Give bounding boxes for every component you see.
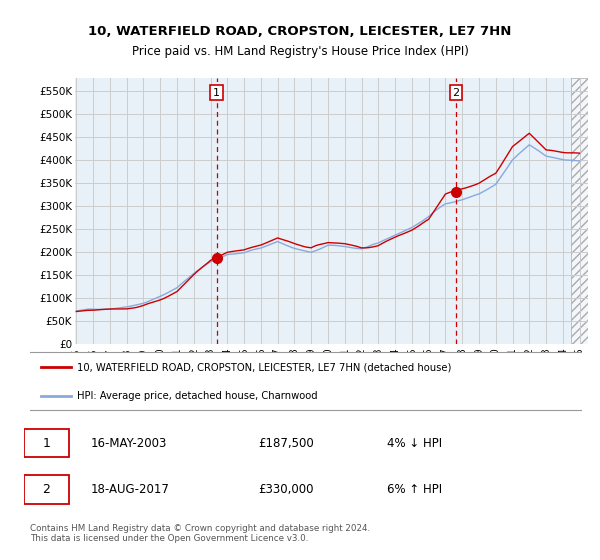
Text: 16-MAY-2003: 16-MAY-2003 [91,437,167,450]
Text: 10, WATERFIELD ROAD, CROPSTON, LEICESTER, LE7 7HN: 10, WATERFIELD ROAD, CROPSTON, LEICESTER… [88,25,512,38]
Text: 1: 1 [213,88,220,97]
Text: 2: 2 [43,483,50,496]
Text: HPI: Average price, detached house, Charnwood: HPI: Average price, detached house, Char… [77,390,317,400]
Text: 10, WATERFIELD ROAD, CROPSTON, LEICESTER, LE7 7HN (detached house): 10, WATERFIELD ROAD, CROPSTON, LEICESTER… [77,362,451,372]
Text: 2: 2 [452,88,460,97]
Text: £187,500: £187,500 [259,437,314,450]
FancyBboxPatch shape [24,475,68,503]
Text: £330,000: £330,000 [259,483,314,496]
FancyBboxPatch shape [24,429,68,458]
Text: Contains HM Land Registry data © Crown copyright and database right 2024.
This d: Contains HM Land Registry data © Crown c… [30,524,370,543]
Text: 1: 1 [43,437,50,450]
Text: 6% ↑ HPI: 6% ↑ HPI [387,483,442,496]
Text: Price paid vs. HM Land Registry's House Price Index (HPI): Price paid vs. HM Land Registry's House … [131,45,469,58]
Text: 18-AUG-2017: 18-AUG-2017 [91,483,170,496]
FancyBboxPatch shape [27,352,584,410]
Text: 4% ↓ HPI: 4% ↓ HPI [387,437,442,450]
